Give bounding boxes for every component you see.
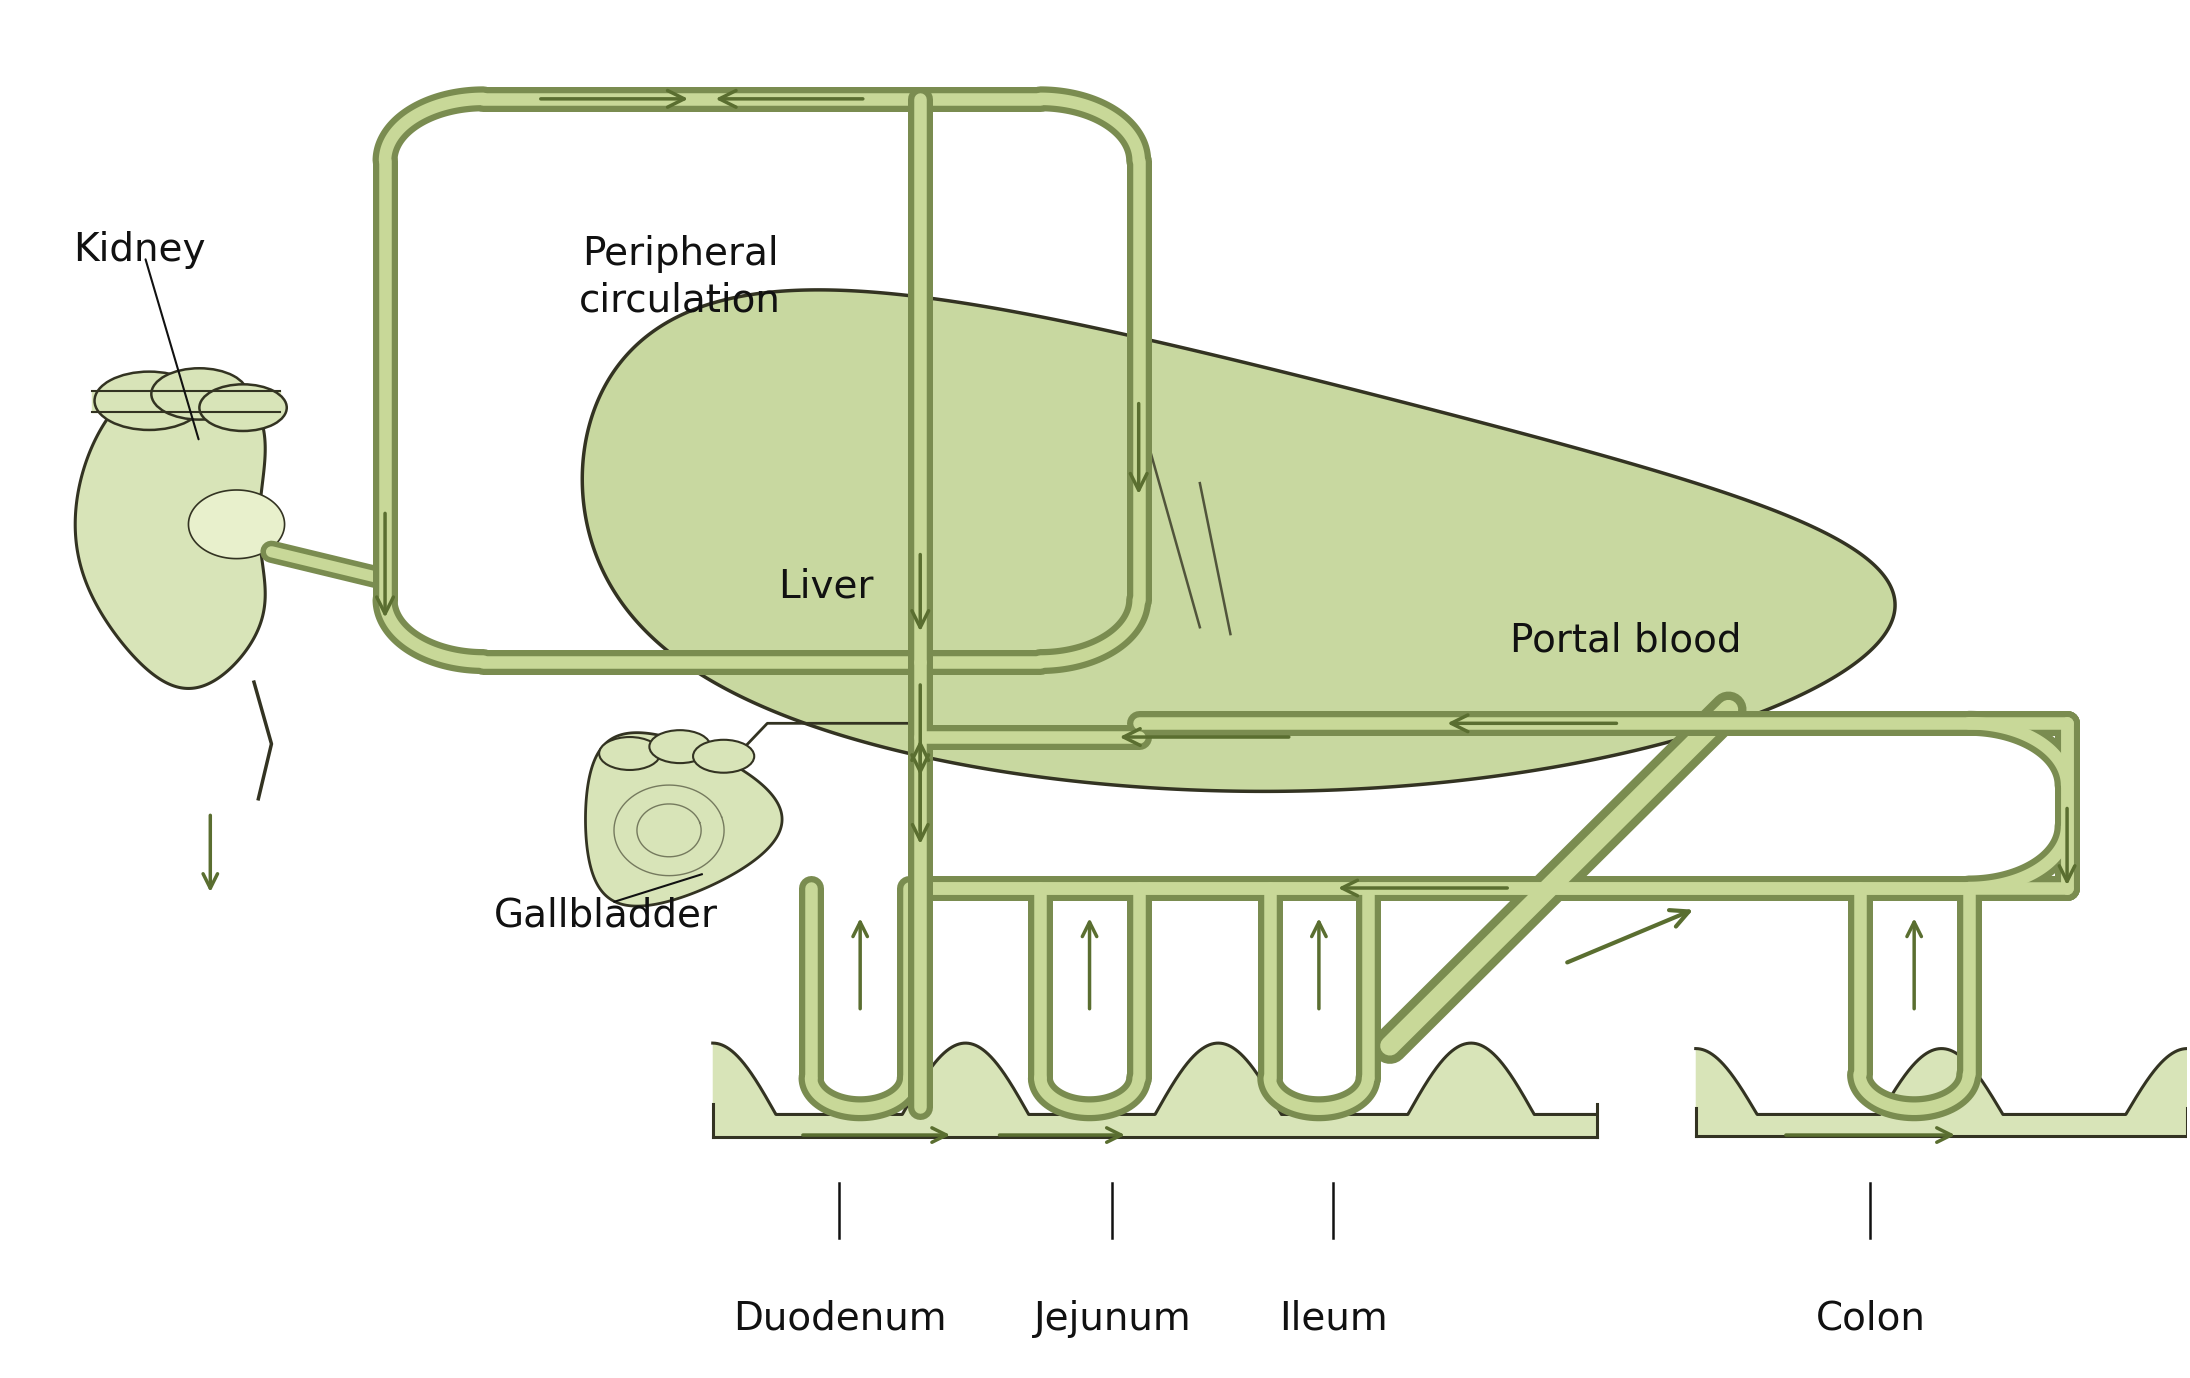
- Polygon shape: [74, 373, 265, 689]
- Text: Kidney: Kidney: [72, 232, 206, 269]
- Text: Colon: Colon: [1816, 1299, 1925, 1338]
- Ellipse shape: [151, 368, 247, 419]
- Ellipse shape: [692, 740, 753, 773]
- Ellipse shape: [94, 372, 204, 430]
- Polygon shape: [583, 289, 1894, 791]
- Text: Jejunum: Jejunum: [1034, 1299, 1191, 1338]
- Ellipse shape: [600, 737, 661, 770]
- Text: Portal blood: Portal blood: [1511, 621, 1741, 660]
- Text: Liver: Liver: [777, 568, 874, 605]
- Ellipse shape: [199, 384, 287, 431]
- Text: Ileum: Ileum: [1279, 1299, 1388, 1338]
- Text: Peripheral
circulation: Peripheral circulation: [578, 234, 782, 320]
- Text: Duodenum: Duodenum: [734, 1299, 946, 1338]
- Polygon shape: [188, 491, 285, 558]
- Text: Gallbladder: Gallbladder: [495, 897, 718, 934]
- Ellipse shape: [650, 730, 710, 763]
- Polygon shape: [585, 733, 782, 907]
